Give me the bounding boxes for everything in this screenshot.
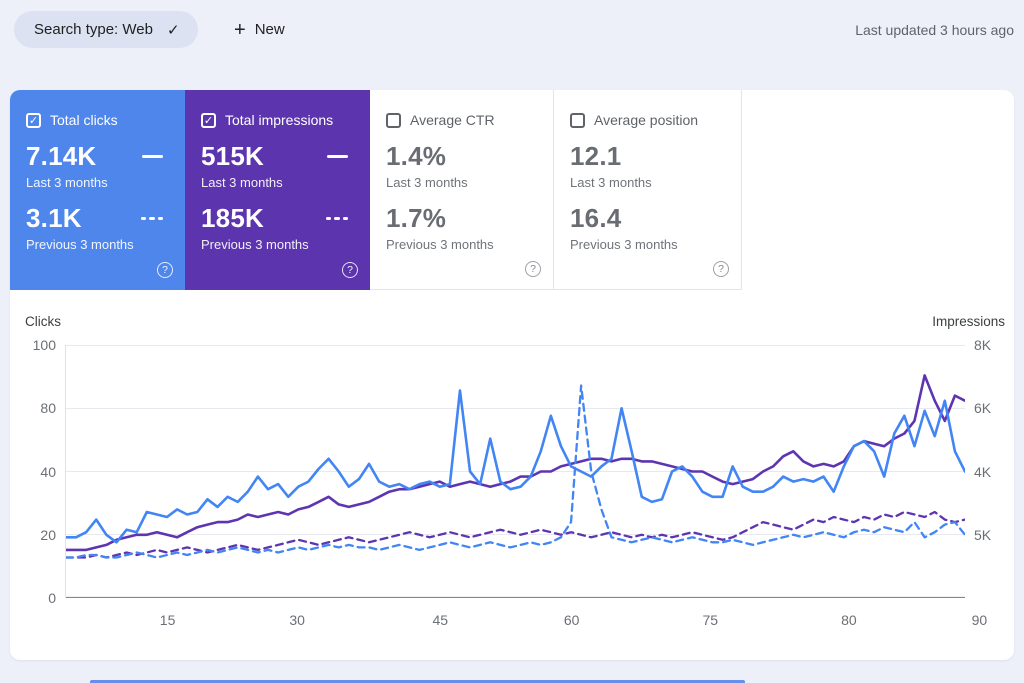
help-icon[interactable]: ?: [157, 262, 173, 278]
value-row: 3.1K: [26, 203, 169, 234]
help-icon[interactable]: ?: [713, 261, 729, 277]
period-label: Previous 3 months: [386, 237, 494, 252]
help-icon[interactable]: ?: [525, 261, 541, 277]
checkbox-unchecked-icon[interactable]: [386, 112, 401, 128]
new-filter-button[interactable]: + New: [228, 11, 291, 48]
last-updated-text: Last updated 3 hours ago: [855, 22, 1014, 38]
value-row: 12.1: [570, 141, 725, 172]
value-row: 16.4: [570, 203, 725, 234]
metric-value-previous: 16.4: [570, 203, 622, 233]
value-row: 185K: [201, 203, 354, 234]
x-axis-tick-label: 80: [841, 612, 857, 628]
y-axis-tick-label: 100: [32, 337, 56, 353]
card-label: Average CTR: [410, 112, 495, 128]
x-axis-tick-label: 15: [159, 612, 176, 628]
new-filter-label: New: [254, 21, 285, 38]
period-label: Last 3 months: [26, 175, 108, 190]
card-total-impressions[interactable]: ✓ Total impressions 515K Last 3 months 1…: [185, 90, 370, 290]
right-axis-ticks: 8K 6K 4K 5K: [974, 337, 1014, 598]
y-axis-tick-label: 20: [40, 526, 56, 543]
performance-panel: ✓ Total clicks 7.14K Last 3 months 3.1K …: [10, 90, 1014, 660]
y-axis-tick-label: 0: [48, 590, 56, 606]
card-average-ctr[interactable]: Average CTR 1.4% Last 3 months 1.7% Prev…: [370, 90, 554, 290]
card-header: ✓ Total clicks: [26, 112, 169, 128]
search-type-chip-label: Search type: Web: [34, 21, 153, 38]
checkmark-icon: ✓: [166, 21, 180, 39]
metric-value-previous: 1.7%: [386, 203, 447, 233]
y2-axis-tick-label: 5K: [974, 526, 992, 543]
x-axis-tick-label: 90: [971, 612, 988, 628]
series-line: [66, 389, 965, 544]
help-icon[interactable]: ?: [342, 262, 358, 278]
metric-value-current: 12.1: [570, 141, 622, 171]
card-label: Total clicks: [50, 112, 118, 128]
period-label: Previous 3 months: [570, 237, 678, 252]
metric-value-previous: 3.1K: [26, 203, 82, 233]
card-label: Total impressions: [225, 112, 334, 128]
x-axis-tick-label: 60: [563, 612, 580, 628]
performance-chart: Clicks Impressions 100 80 40 20 0 8K 6K 4K 5K 1…: [10, 290, 1014, 660]
card-header: Average position: [570, 112, 725, 128]
dashed-line-icon: [140, 216, 163, 221]
metric-value-current: 1.4%: [386, 141, 447, 171]
metric-value-current: 7.14K: [26, 141, 97, 171]
y-axis-tick-label: 80: [40, 400, 56, 417]
card-label: Average position: [594, 112, 699, 128]
metric-value-current: 515K: [201, 141, 264, 171]
value-row: 515K: [201, 141, 354, 172]
left-axis-ticks: 100 80 40 20 0: [10, 337, 56, 606]
y2-axis-tick-label: 8K: [974, 337, 992, 353]
top-bar: Search type: Web ✓ + New Last updated 3 …: [0, 0, 1024, 60]
series-line: [66, 384, 965, 559]
period-label: Previous 3 months: [201, 237, 309, 252]
solid-line-icon: [327, 154, 348, 159]
metric-cards-row: ✓ Total clicks 7.14K Last 3 months 3.1K …: [10, 90, 1014, 290]
next-section-edge: [90, 680, 745, 683]
dashed-line-icon: [325, 216, 348, 221]
checkbox-unchecked-icon[interactable]: [570, 112, 585, 128]
card-header: ✓ Total impressions: [201, 112, 354, 128]
x-axis-tick-label: 75: [702, 612, 719, 628]
period-label: Previous 3 months: [26, 237, 134, 252]
right-axis-title: Impressions: [932, 314, 1005, 329]
left-axis-title: Clicks: [25, 314, 61, 329]
value-row: 1.4%: [386, 141, 537, 172]
x-axis-ticks: 15 30 45 60 75 80 90: [65, 608, 987, 632]
metric-value-previous: 185K: [201, 203, 264, 233]
value-row: 1.7%: [386, 203, 537, 234]
period-label: Last 3 months: [570, 175, 652, 190]
y2-axis-tick-label: 4K: [974, 463, 992, 480]
series-line: [66, 374, 965, 552]
card-total-clicks[interactable]: ✓ Total clicks 7.14K Last 3 months 3.1K …: [10, 90, 185, 290]
series-line: [66, 510, 965, 559]
checkbox-checked-icon[interactable]: ✓: [26, 112, 41, 128]
card-header: Average CTR: [386, 112, 537, 128]
plot-area: [65, 345, 965, 598]
solid-line-icon: [142, 154, 163, 159]
x-axis-tick-label: 30: [289, 612, 305, 628]
period-label: Last 3 months: [386, 175, 468, 190]
y-axis-tick-label: 40: [40, 463, 56, 480]
search-type-chip[interactable]: Search type: Web ✓: [14, 11, 198, 48]
period-label: Last 3 months: [201, 175, 283, 190]
y2-axis-tick-label: 6K: [974, 400, 992, 417]
checkbox-checked-icon[interactable]: ✓: [201, 112, 216, 128]
x-axis-tick-label: 45: [432, 612, 449, 628]
plus-icon: +: [234, 18, 246, 41]
card-average-position[interactable]: Average position 12.1 Last 3 months 16.4…: [554, 90, 742, 290]
value-row: 7.14K: [26, 141, 169, 172]
